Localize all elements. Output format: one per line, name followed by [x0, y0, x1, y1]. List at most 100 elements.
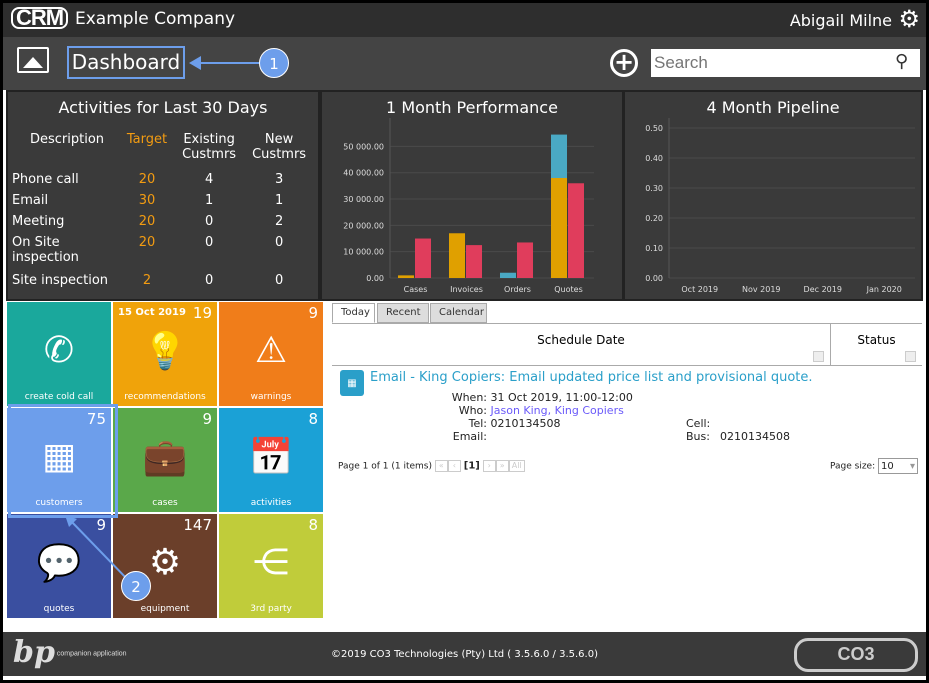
pipeline-panel: 4 Month Pipeline 0.00 0.10 0.20 0.30 0.40 0.5… — [623, 90, 923, 301]
first-page-button[interactable]: « — [434, 460, 448, 472]
table-cell: Meeting — [12, 214, 65, 229]
annotation-arrow — [65, 515, 130, 582]
gears-icon: ⚙ — [148, 542, 182, 583]
x-tick-label: Nov 2019 — [742, 285, 781, 294]
crm-logo: CRM — [11, 7, 69, 29]
search-input[interactable] — [651, 49, 920, 77]
tel-value: 0210134508 — [490, 417, 561, 430]
next-page-button[interactable]: › — [482, 460, 496, 472]
tile-count: 19 — [192, 304, 212, 322]
bus-value: 0210134508 — [720, 430, 790, 443]
copyright: ©2019 CO3 Technologies (Pty) Ltd ( 3.5.6… — [331, 649, 598, 660]
add-icon[interactable]: + — [610, 49, 638, 77]
tile-count: 9 — [202, 410, 212, 428]
app-window: CRM Example Company Abigail Milne ⚙ Dash… — [3, 3, 926, 680]
tile-date: 15 Oct 2019 — [118, 307, 186, 318]
y-tick-label: 0.00 — [366, 274, 384, 283]
who-label: Who: — [458, 404, 487, 417]
y-tick-label: 0.40 — [645, 154, 663, 163]
page-title: Dashboard — [67, 46, 185, 79]
activities-table: Description Target Existing Custmrs New … — [12, 132, 312, 294]
x-tick-label: Invoices — [450, 285, 483, 294]
table-cell: 2 — [274, 214, 284, 229]
tab-recent[interactable]: Recent — [377, 303, 429, 323]
table-cell: 0 — [274, 235, 284, 250]
table-row: Meeting 20 0 2 — [12, 214, 312, 235]
pipeline-chart: 0.00 0.10 0.20 0.30 0.40 0.50 Oct 2019 Nov 2019… — [645, 118, 915, 294]
current-page[interactable]: [1] — [463, 460, 480, 472]
table-cell: 20 — [138, 235, 156, 250]
email-label: Email: — [452, 430, 487, 443]
chart-title: 1 Month Performance — [386, 98, 558, 117]
company-name: Example Company — [75, 9, 236, 29]
page-size: Page size: 10 ▾ — [830, 458, 918, 474]
tile-count: 9 — [308, 304, 318, 322]
who-link[interactable]: Jason King, King Copiers — [490, 404, 624, 417]
table-cell: Phone call — [12, 172, 79, 187]
tile-recommendations[interactable]: 15 Oct 2019 19 💡 recommendations — [113, 302, 217, 406]
filter-dropdown[interactable] — [905, 351, 916, 362]
tile-warnings[interactable]: 9 ⚠ warnings — [219, 302, 323, 406]
y-tick-label: 0.30 — [645, 184, 663, 193]
x-tick-label: Jan 2020 — [866, 285, 902, 294]
col-header: Description — [29, 132, 105, 147]
x-tick-label: Orders — [504, 285, 531, 294]
performance-chart: 0.00 10 000.00 20 000.00 30 000.00 40 000.00… — [343, 118, 594, 294]
filter-dropdown[interactable] — [813, 351, 824, 362]
bar-red — [568, 183, 584, 278]
last-page-button[interactable]: » — [495, 460, 509, 472]
search-icon[interactable]: ⚲ — [895, 51, 909, 72]
y-tick-label: 40 000.00 — [343, 169, 384, 178]
tile-count: 75 — [86, 410, 106, 428]
tile-equipment[interactable]: 147 ⚙ equipment — [113, 514, 217, 618]
warning-icon: ⚠ — [254, 330, 288, 371]
chat-icon: 💬 — [36, 543, 82, 584]
when-value: 31 Oct 2019, 11:00-12:00 — [490, 391, 633, 404]
tab-today[interactable]: Today — [332, 303, 375, 323]
col-header: Target — [126, 132, 168, 147]
user-name[interactable]: Abigail Milne — [789, 11, 892, 30]
table-cell: 20 — [138, 172, 156, 187]
tile-3rd-party[interactable]: 8 ⋲ 3rd party — [219, 514, 323, 618]
prev-page-button[interactable]: ‹ — [447, 460, 461, 472]
tab-calendar[interactable]: Calendar — [430, 303, 487, 323]
image-icon[interactable] — [17, 47, 49, 73]
tile-create-cold-call[interactable]: ✆ create cold call — [7, 302, 111, 406]
tile-cases[interactable]: 9 💼 cases — [113, 408, 217, 512]
tile-customers[interactable]: 75 ▦ customers — [7, 408, 111, 512]
tile-count: 147 — [183, 516, 212, 534]
x-tick-label: Dec 2019 — [804, 285, 842, 294]
tile-label: 3rd party — [250, 604, 292, 614]
building-icon: ▦ — [41, 436, 76, 477]
x-tick-label: Cases — [404, 285, 428, 294]
when-label: When: — [451, 391, 487, 404]
bar-red — [415, 238, 431, 278]
col-header: Existing Custmrs — [182, 132, 237, 162]
bar-red — [517, 242, 533, 278]
footer: bp companion application ©2019 CO3 Techn… — [3, 632, 926, 676]
col-label: Status — [857, 333, 896, 347]
tile-quotes[interactable]: 9 💬 quotes — [7, 514, 111, 618]
col-schedule-date[interactable]: Schedule Date — [332, 324, 831, 366]
pager: Page 1 of 1 (1 items) «‹ [1] ›» All — [338, 460, 525, 472]
tile-label: recommendations — [124, 392, 206, 402]
x-tick-label: Oct 2019 — [681, 285, 718, 294]
col-status[interactable]: Status — [831, 324, 922, 366]
top-bar: CRM Example Company Abigail Milne ⚙ — [3, 3, 926, 37]
cell-label: Cell: — [686, 417, 711, 430]
calendar-icon: 📅 — [248, 437, 294, 478]
tile-label: equipment — [140, 604, 190, 614]
all-button[interactable]: All — [508, 460, 525, 472]
co3-logo: CO3 — [794, 638, 918, 672]
performance-panel: 1 Month Performance 0.00 10 000.00 20 000.… — [320, 90, 624, 301]
col-header: New Custmrs — [252, 132, 307, 162]
table-row: On Site inspection 20 0 0 — [12, 235, 312, 273]
table-cell: 1 — [274, 193, 284, 208]
tile-activities[interactable]: 8 📅 activities — [219, 408, 323, 512]
page-size-select[interactable]: 10 ▾ — [878, 458, 918, 474]
table-row: Email 30 1 1 — [12, 193, 312, 214]
y-tick-label: 0.10 — [645, 244, 663, 253]
schedule-item-title[interactable]: Email - King Copiers: Email updated pric… — [370, 370, 813, 385]
callout-badge-2: 2 — [121, 571, 151, 601]
gear-icon[interactable]: ⚙ — [898, 5, 920, 33]
